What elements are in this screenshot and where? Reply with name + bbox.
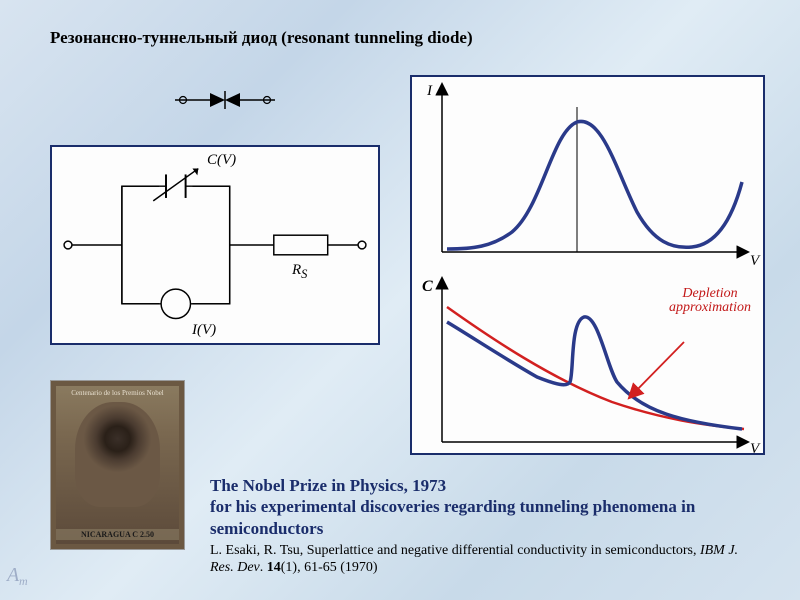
page-title: Резонансно-туннельный диод (resonant tun…: [50, 28, 473, 48]
charts-svg: I V C V: [412, 77, 767, 457]
stamp-portrait: [75, 402, 160, 507]
diode-symbol: [175, 85, 275, 115]
nobel-title-l1: The Nobel Prize in Physics, 1973: [210, 476, 446, 495]
iv-ylabel: I: [426, 83, 433, 99]
nobel-stamp: Centenario de los Premios Nobel NICARAGU…: [50, 380, 185, 550]
diode-svg: [175, 85, 275, 115]
label-rs-s: S: [301, 267, 307, 281]
cv-ylabel: C: [422, 278, 433, 295]
depletion-label: Depletion approximation: [660, 287, 760, 315]
cv-xlabel: V: [750, 441, 761, 457]
stamp-top-text: Centenario de los Premios Nobel: [71, 390, 164, 398]
stamp-inner: Centenario de los Premios Nobel NICARAGU…: [56, 386, 179, 544]
iv-xlabel: V: [750, 253, 761, 269]
nobel-text-block: The Nobel Prize in Physics, 1973 for his…: [210, 475, 760, 576]
depletion-label-text: Depletion approximation: [669, 286, 751, 315]
label-iv: I(V): [192, 322, 216, 339]
circuit-svg: [52, 147, 378, 343]
label-cv: C(V): [207, 152, 236, 169]
nobel-title-l2: for his experimental discoveries regardi…: [210, 497, 695, 537]
stamp-bottom-text: NICARAGUA C 2.50: [56, 529, 179, 540]
watermark-icon: Am: [5, 559, 35, 595]
nobel-citation: L. Esaki, R. Tsu, Superlattice and negat…: [210, 543, 760, 577]
svg-text:A: A: [5, 564, 20, 586]
label-rs-r: R: [292, 262, 301, 278]
label-rs: RS: [292, 262, 307, 282]
circuit-diagram: C(V) I(V) RS: [50, 145, 380, 345]
charts-panel: I V C V Depletion approximation: [410, 75, 765, 455]
nobel-title: The Nobel Prize in Physics, 1973 for his…: [210, 475, 760, 539]
svg-text:m: m: [19, 574, 28, 588]
